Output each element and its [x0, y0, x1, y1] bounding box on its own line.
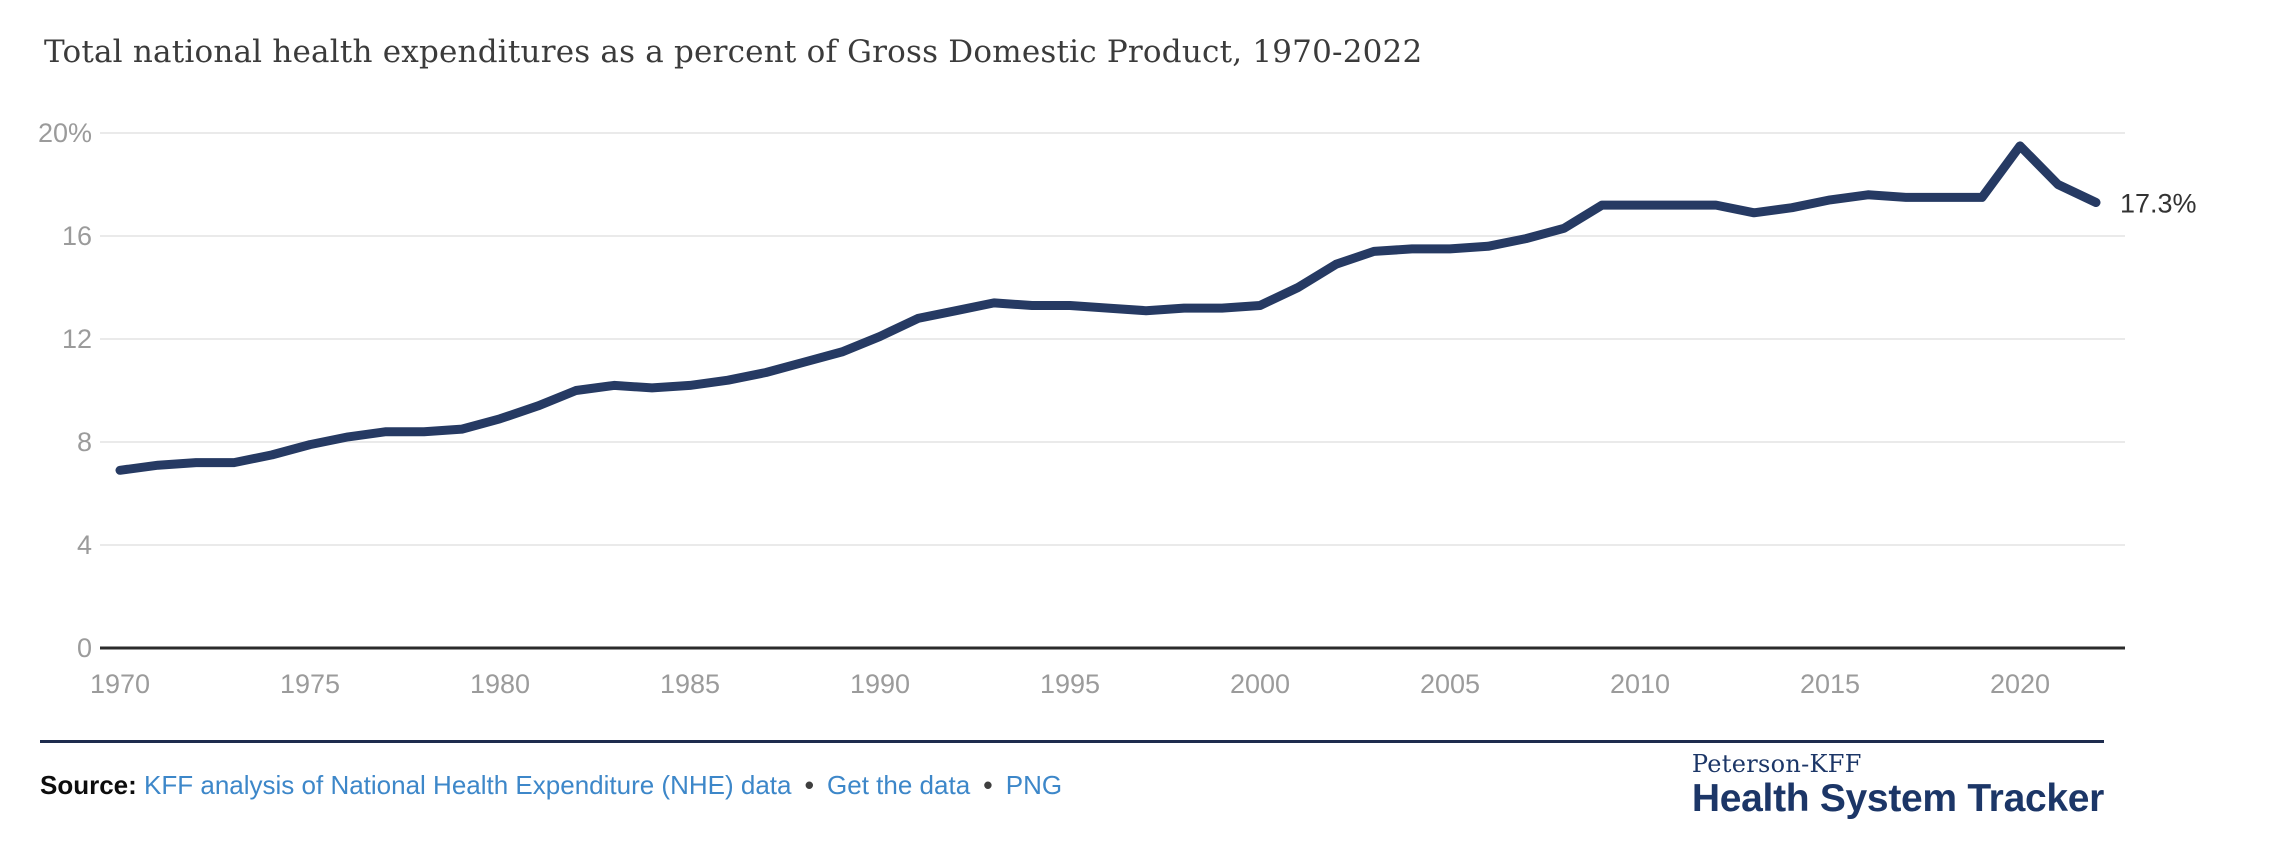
- x-tick-label: 2015: [1800, 669, 1860, 699]
- x-tick-label: 1990: [850, 669, 910, 699]
- end-value-label: 17.3%: [2120, 189, 2197, 219]
- y-tick-label: 20%: [38, 118, 92, 148]
- x-tick-label: 2005: [1420, 669, 1480, 699]
- x-axis-labels: 1970 1975 1980 1985 1990 1995 2000 2005 2010 2015…: [90, 669, 2050, 699]
- source-label: Source:: [40, 770, 137, 800]
- y-tick-label: 16: [62, 221, 92, 251]
- y-tick-label: 12: [62, 324, 92, 354]
- footer-separator-line: [40, 740, 2104, 743]
- x-tick-label: 1995: [1040, 669, 1100, 699]
- gridlines: [100, 132, 2125, 650]
- logo-health-system-tracker-text: Health System Tracker: [1691, 777, 2104, 820]
- y-tick-label: 8: [77, 427, 92, 457]
- x-tick-label: 1975: [280, 669, 340, 699]
- x-tick-label: 2020: [1990, 669, 2050, 699]
- x-tick-label: 2000: [1230, 669, 1290, 699]
- get-the-data-link[interactable]: Get the data: [827, 770, 971, 800]
- page-title: Total national health expenditures as a …: [44, 34, 1423, 70]
- bullet-separator: •: [983, 770, 993, 800]
- source-row: Source: KFF analysis of National Health …: [40, 770, 1062, 801]
- source-link-kff-analysis[interactable]: KFF analysis of National Health Expendit…: [144, 770, 792, 800]
- x-tick-label: 1985: [660, 669, 720, 699]
- x-tick-label: 2010: [1610, 669, 1670, 699]
- logo-peterson-kff-text: Peterson-KFF: [1691, 750, 1862, 778]
- y-tick-label: 0: [77, 633, 92, 663]
- y-tick-label: 4: [77, 530, 92, 560]
- peterson-kff-logo: Peterson-KFF Health System Tracker: [1692, 750, 2104, 820]
- y-axis-labels: 20% 16 12 8 4 0: [38, 118, 92, 663]
- bullet-separator: •: [804, 770, 814, 800]
- x-tick-label: 1970: [90, 669, 150, 699]
- x-tick-label: 1980: [470, 669, 530, 699]
- png-download-link[interactable]: PNG: [1005, 770, 1063, 800]
- nhe-percent-gdp-line: [115, 141, 2101, 475]
